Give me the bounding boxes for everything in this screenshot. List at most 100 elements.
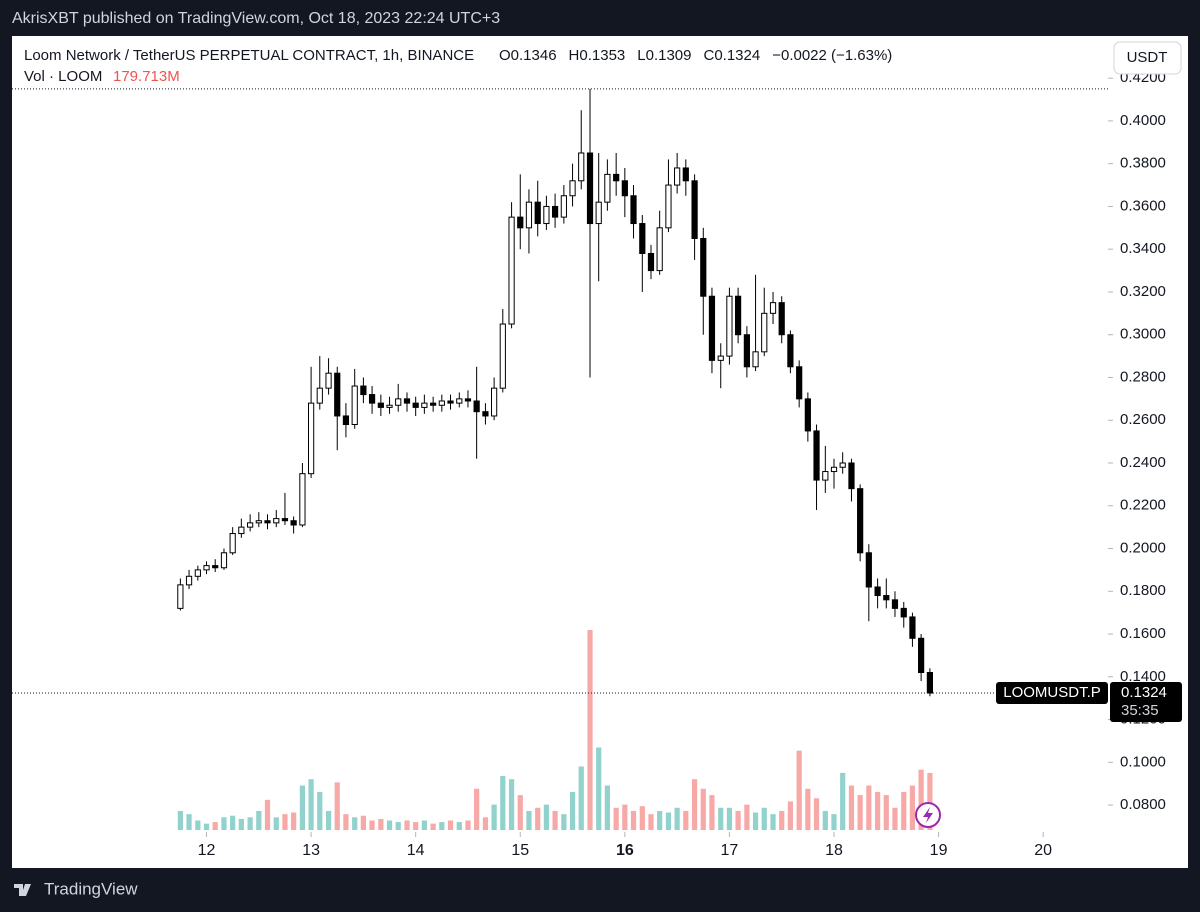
y-tick-label: 0.2000 (1120, 539, 1166, 556)
volume-name: Vol · LOOM (24, 68, 102, 85)
ohlc-value: −0.0022 (−1.63%) (772, 47, 892, 64)
volume-bar (752, 812, 759, 830)
candle-body (674, 167, 681, 186)
candle-body (900, 607, 907, 618)
x-tick-label: 15 (511, 842, 529, 859)
y-tick-label: 0.2600 (1120, 411, 1166, 428)
candle-body (857, 488, 864, 554)
volume-bar (291, 812, 297, 830)
volume-bar (613, 807, 619, 830)
volume-bar (413, 822, 419, 830)
volume-bar (927, 772, 933, 830)
volume-bar (526, 810, 532, 830)
candle-body (377, 402, 384, 408)
volume-bar (709, 795, 715, 830)
candle-body (569, 180, 576, 197)
volume-bar (813, 798, 820, 830)
candle-body (491, 387, 498, 417)
volume-bar (186, 814, 192, 830)
volume-bar (700, 788, 706, 830)
brand-logo (14, 884, 31, 896)
volume-bar (317, 791, 323, 830)
candle-body (717, 355, 724, 361)
y-tick-label: 0.0800 (1120, 796, 1166, 813)
candle-body (212, 565, 219, 569)
candle-body (534, 201, 541, 225)
candle-body (255, 520, 262, 524)
candle-body (482, 411, 489, 417)
volume-bar (177, 810, 183, 830)
candle-body (918, 637, 925, 674)
candle-body (438, 400, 445, 406)
currency-button-label[interactable]: USDT (1127, 49, 1168, 66)
chart-panel (12, 36, 1188, 868)
y-tick-label: 0.1800 (1120, 582, 1166, 599)
candle-body (743, 334, 750, 368)
volume-bar (761, 807, 767, 830)
volume-bar (866, 785, 872, 830)
volume-bar (674, 807, 680, 830)
y-tick-label: 0.1400 (1120, 668, 1166, 685)
candle-body (656, 227, 663, 272)
volume-bar (360, 815, 366, 830)
candle-body (578, 152, 585, 182)
volume-bar (578, 766, 584, 830)
candle-body (543, 205, 550, 225)
volume-bar (883, 795, 889, 830)
chart-title: Loom Network / TetherUS PERPETUAL CONTRA… (24, 47, 474, 64)
volume-bar (726, 807, 733, 830)
y-tick-label: 0.2200 (1120, 497, 1166, 514)
volume-bar (517, 795, 523, 830)
volume-bar (430, 823, 436, 830)
volume-bar (622, 804, 628, 830)
volume-bar (796, 750, 802, 830)
candle-body (360, 385, 367, 396)
volume-bar (909, 785, 916, 830)
candle-body (848, 462, 855, 490)
ohlc-value: H0.1353 (569, 47, 626, 64)
x-tick-label: 19 (930, 842, 948, 859)
candle-body (830, 466, 838, 473)
candle-body (368, 394, 376, 404)
volume-bar (282, 814, 288, 830)
volume-bar (770, 814, 776, 830)
x-tick-label: 18 (825, 842, 843, 859)
volume-bar (273, 817, 279, 830)
volume-bar (203, 823, 210, 830)
currency-button[interactable] (1113, 41, 1182, 75)
alert-bolt (923, 807, 933, 823)
volume-bar (386, 820, 393, 830)
x-tick-label: 20 (1034, 842, 1052, 859)
candle-body (456, 398, 463, 404)
candle-body (726, 295, 733, 357)
volume-bar (779, 810, 785, 830)
volume-bar (848, 785, 855, 830)
candle-body (682, 167, 689, 182)
candle-body (769, 302, 777, 314)
volume-bar (831, 814, 837, 830)
volume-bar (604, 785, 610, 830)
volume-bar (230, 815, 236, 830)
y-tick-label: 0.1600 (1120, 625, 1166, 642)
candle-body (238, 526, 245, 535)
candle-body (647, 252, 655, 272)
symbol-tag-label: LOOMUSDT.P (1003, 684, 1101, 701)
volume-bar (822, 810, 828, 830)
volume-bar (744, 804, 750, 830)
candle-body (839, 462, 846, 468)
candle-body (734, 295, 742, 336)
volume-bar (535, 807, 541, 830)
candle-body (700, 238, 707, 297)
ohlc-value: L0.1309 (637, 47, 691, 64)
candle-body (473, 400, 480, 413)
y-tick-label: 0.3200 (1120, 283, 1166, 300)
candle-body (177, 584, 184, 609)
volume-bar (256, 810, 262, 830)
ohlc-legend: O0.1346 H0.1353 L0.1309 C0.1324 −0.0022 (−1.… (499, 47, 892, 64)
candle-body (813, 430, 820, 481)
volume-bar (352, 817, 358, 830)
volume-bar (238, 818, 244, 830)
candle-body (621, 180, 628, 197)
volume-bar (474, 788, 480, 830)
x-tick-label: 16 (616, 842, 634, 859)
